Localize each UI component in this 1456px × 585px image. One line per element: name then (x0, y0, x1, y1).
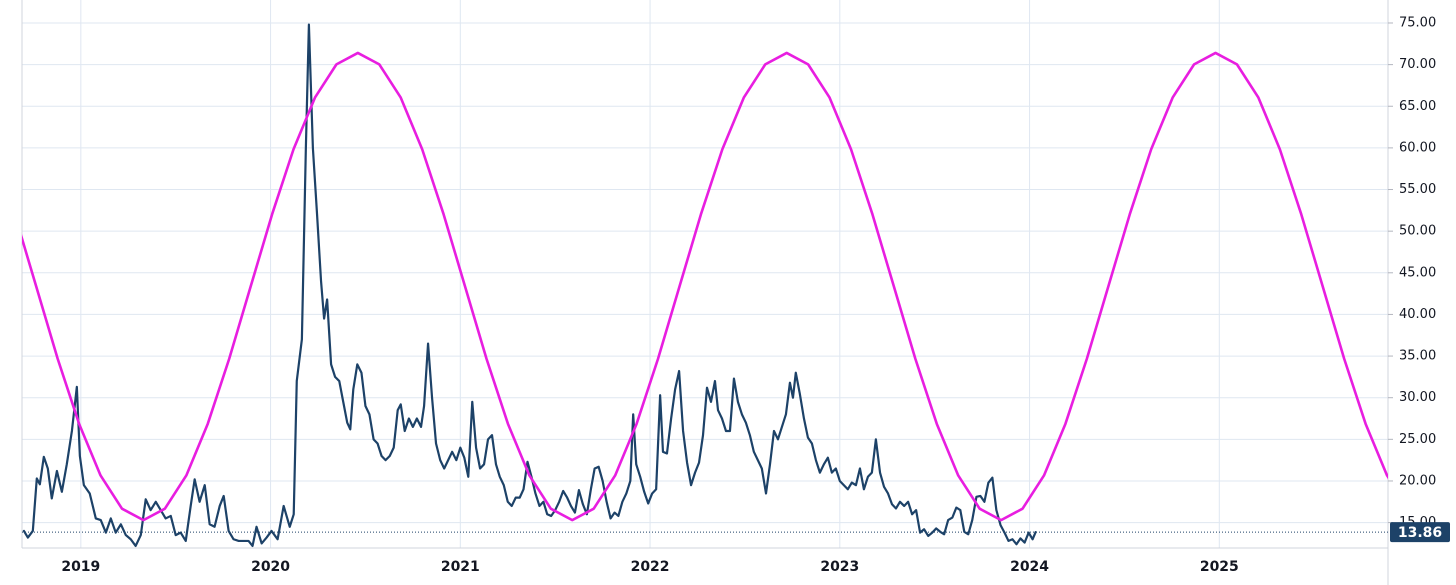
y-tick-label: 70.00 (1399, 57, 1436, 72)
y-tick-label: 25.00 (1399, 432, 1436, 447)
last-value-label: 13.86 (1398, 525, 1442, 541)
series-line (22, 51, 1388, 522)
y-tick-label: 65.00 (1399, 99, 1436, 114)
y-tick-label: 55.00 (1399, 182, 1436, 197)
y-tick-label: 50.00 (1399, 224, 1436, 239)
x-tick-label: 2024 (1010, 559, 1049, 575)
last-value-badge (1390, 522, 1450, 543)
axis-labels: 15.0020.0025.0030.0035.0040.0045.0050.00… (61, 15, 1450, 575)
plot-area (22, 23, 1388, 548)
y-tick-label: 75.00 (1399, 15, 1436, 30)
y-tick-label: 20.00 (1399, 473, 1436, 488)
y-tick-label: 60.00 (1399, 140, 1436, 155)
x-tick-label: 2022 (631, 559, 670, 575)
x-tick-label: 2019 (61, 559, 100, 575)
series-line (22, 23, 1037, 548)
y-tick-label: 35.00 (1399, 349, 1436, 364)
y-tick-label: 40.00 (1399, 307, 1436, 322)
x-tick-label: 2020 (251, 559, 290, 575)
x-tick-label: 2023 (820, 559, 859, 575)
y-tick-label: 30.00 (1399, 390, 1436, 405)
x-tick-label: 2025 (1200, 559, 1239, 575)
x-tick-label: 2021 (441, 559, 480, 575)
y-tick-label: 45.00 (1399, 265, 1436, 280)
